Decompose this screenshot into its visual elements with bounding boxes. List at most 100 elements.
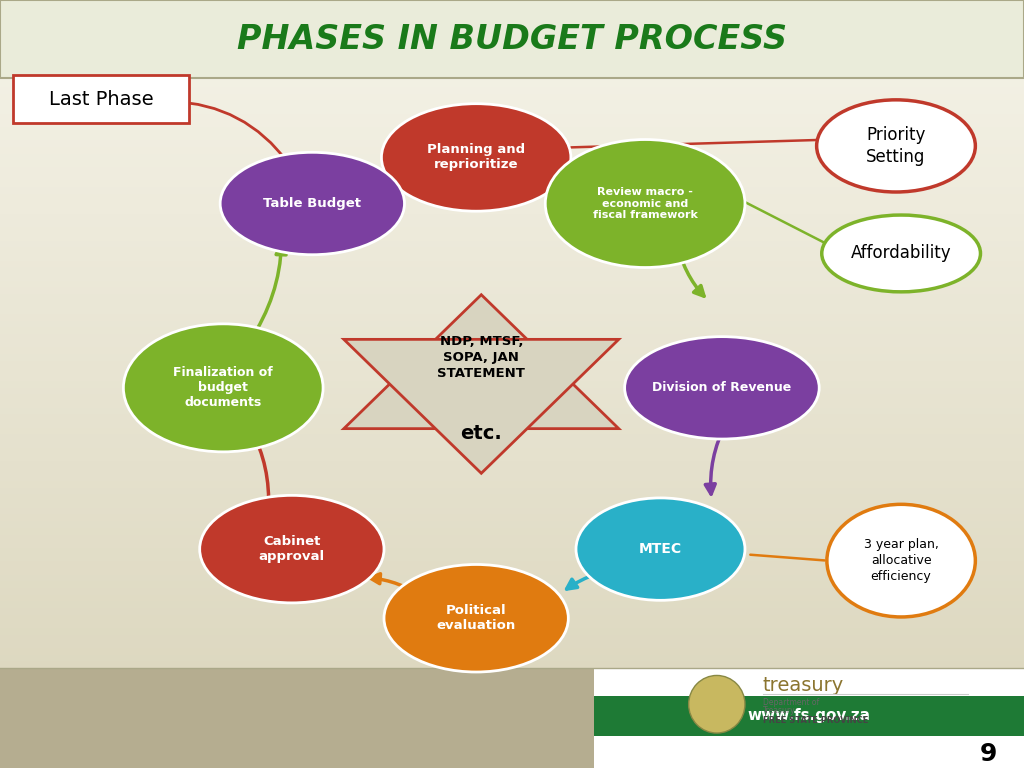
Bar bbox=[0, 568, 1024, 574]
Bar bbox=[0, 455, 1024, 461]
Bar bbox=[0, 641, 1024, 648]
Bar bbox=[0, 127, 1024, 134]
Ellipse shape bbox=[545, 140, 745, 267]
Bar bbox=[0, 20, 1024, 27]
Bar bbox=[0, 354, 1024, 361]
Text: treasury: treasury bbox=[763, 676, 844, 694]
Bar bbox=[0, 161, 1024, 167]
Ellipse shape bbox=[821, 215, 981, 292]
Text: www.fs.gov.za: www.fs.gov.za bbox=[748, 708, 870, 723]
Bar bbox=[0, 233, 1024, 240]
Bar bbox=[0, 461, 1024, 468]
Bar bbox=[0, 521, 1024, 528]
Bar bbox=[0, 154, 1024, 161]
Bar bbox=[0, 668, 609, 768]
Bar bbox=[0, 167, 1024, 174]
Bar bbox=[0, 581, 1024, 588]
Text: Table Budget: Table Budget bbox=[263, 197, 361, 210]
Bar bbox=[0, 475, 1024, 481]
Bar bbox=[0, 361, 1024, 368]
Ellipse shape bbox=[575, 498, 745, 601]
Bar bbox=[0, 608, 1024, 614]
Text: PHASES IN BUDGET PROCESS: PHASES IN BUDGET PROCESS bbox=[237, 23, 787, 55]
Bar bbox=[0, 528, 1024, 535]
Bar bbox=[0, 214, 1024, 220]
Text: Treasury: Treasury bbox=[763, 706, 796, 715]
Bar bbox=[0, 468, 1024, 475]
Bar bbox=[0, 274, 1024, 280]
Bar bbox=[0, 87, 1024, 94]
Text: NDP, MTSF,
SOPA, JAN
STATEMENT: NDP, MTSF, SOPA, JAN STATEMENT bbox=[437, 335, 525, 379]
Bar bbox=[0, 54, 1024, 60]
Bar bbox=[0, 435, 1024, 441]
Text: 9: 9 bbox=[980, 742, 996, 766]
Bar bbox=[594, 696, 1024, 736]
Bar bbox=[0, 588, 1024, 594]
Text: Division of Revenue: Division of Revenue bbox=[652, 382, 792, 394]
Polygon shape bbox=[344, 295, 618, 429]
Text: Political
evaluation: Political evaluation bbox=[436, 604, 516, 632]
Bar bbox=[0, 481, 1024, 488]
Bar bbox=[0, 34, 1024, 40]
Bar bbox=[0, 94, 1024, 101]
Bar bbox=[594, 668, 1024, 768]
Bar bbox=[0, 180, 1024, 187]
Bar bbox=[0, 374, 1024, 381]
Bar bbox=[0, 574, 1024, 581]
Bar bbox=[0, 101, 1024, 107]
Text: Affordability: Affordability bbox=[851, 244, 951, 263]
Bar bbox=[0, 347, 1024, 354]
Bar bbox=[0, 541, 1024, 548]
Bar bbox=[0, 147, 1024, 154]
Bar bbox=[0, 240, 1024, 247]
Bar bbox=[0, 394, 1024, 401]
Bar bbox=[0, 74, 1024, 80]
Ellipse shape bbox=[827, 505, 975, 617]
Ellipse shape bbox=[382, 104, 571, 211]
Bar bbox=[0, 661, 1024, 668]
Bar bbox=[0, 448, 1024, 455]
Bar bbox=[0, 634, 1024, 641]
Ellipse shape bbox=[384, 564, 568, 672]
Bar bbox=[0, 334, 1024, 341]
Bar bbox=[0, 267, 1024, 274]
Bar bbox=[0, 561, 1024, 568]
Bar bbox=[0, 368, 1024, 374]
Bar bbox=[0, 515, 1024, 521]
Bar bbox=[0, 294, 1024, 300]
Bar bbox=[0, 488, 1024, 495]
Bar bbox=[0, 655, 1024, 661]
Bar bbox=[0, 381, 1024, 388]
Bar bbox=[0, 13, 1024, 20]
Bar bbox=[0, 7, 1024, 13]
Bar bbox=[0, 107, 1024, 114]
Bar bbox=[0, 227, 1024, 233]
Bar bbox=[0, 502, 1024, 508]
Bar bbox=[0, 341, 1024, 347]
Bar bbox=[0, 0, 1024, 7]
Bar bbox=[0, 414, 1024, 421]
Bar bbox=[0, 220, 1024, 227]
Bar bbox=[0, 300, 1024, 307]
Polygon shape bbox=[344, 339, 618, 473]
Bar bbox=[0, 594, 1024, 601]
Bar bbox=[0, 628, 1024, 634]
Bar bbox=[0, 287, 1024, 294]
Bar bbox=[0, 307, 1024, 314]
Bar bbox=[0, 141, 1024, 147]
Bar bbox=[0, 247, 1024, 254]
Bar bbox=[0, 254, 1024, 260]
Bar bbox=[0, 194, 1024, 200]
Bar bbox=[0, 134, 1024, 141]
Bar bbox=[0, 614, 1024, 621]
Bar bbox=[0, 428, 1024, 435]
Bar bbox=[0, 47, 1024, 54]
Bar bbox=[0, 174, 1024, 180]
Ellipse shape bbox=[220, 152, 404, 255]
Bar bbox=[0, 408, 1024, 414]
Bar bbox=[0, 40, 1024, 47]
Bar bbox=[0, 121, 1024, 127]
Bar bbox=[0, 508, 1024, 515]
Bar bbox=[0, 388, 1024, 394]
Text: MTEC: MTEC bbox=[639, 542, 682, 556]
